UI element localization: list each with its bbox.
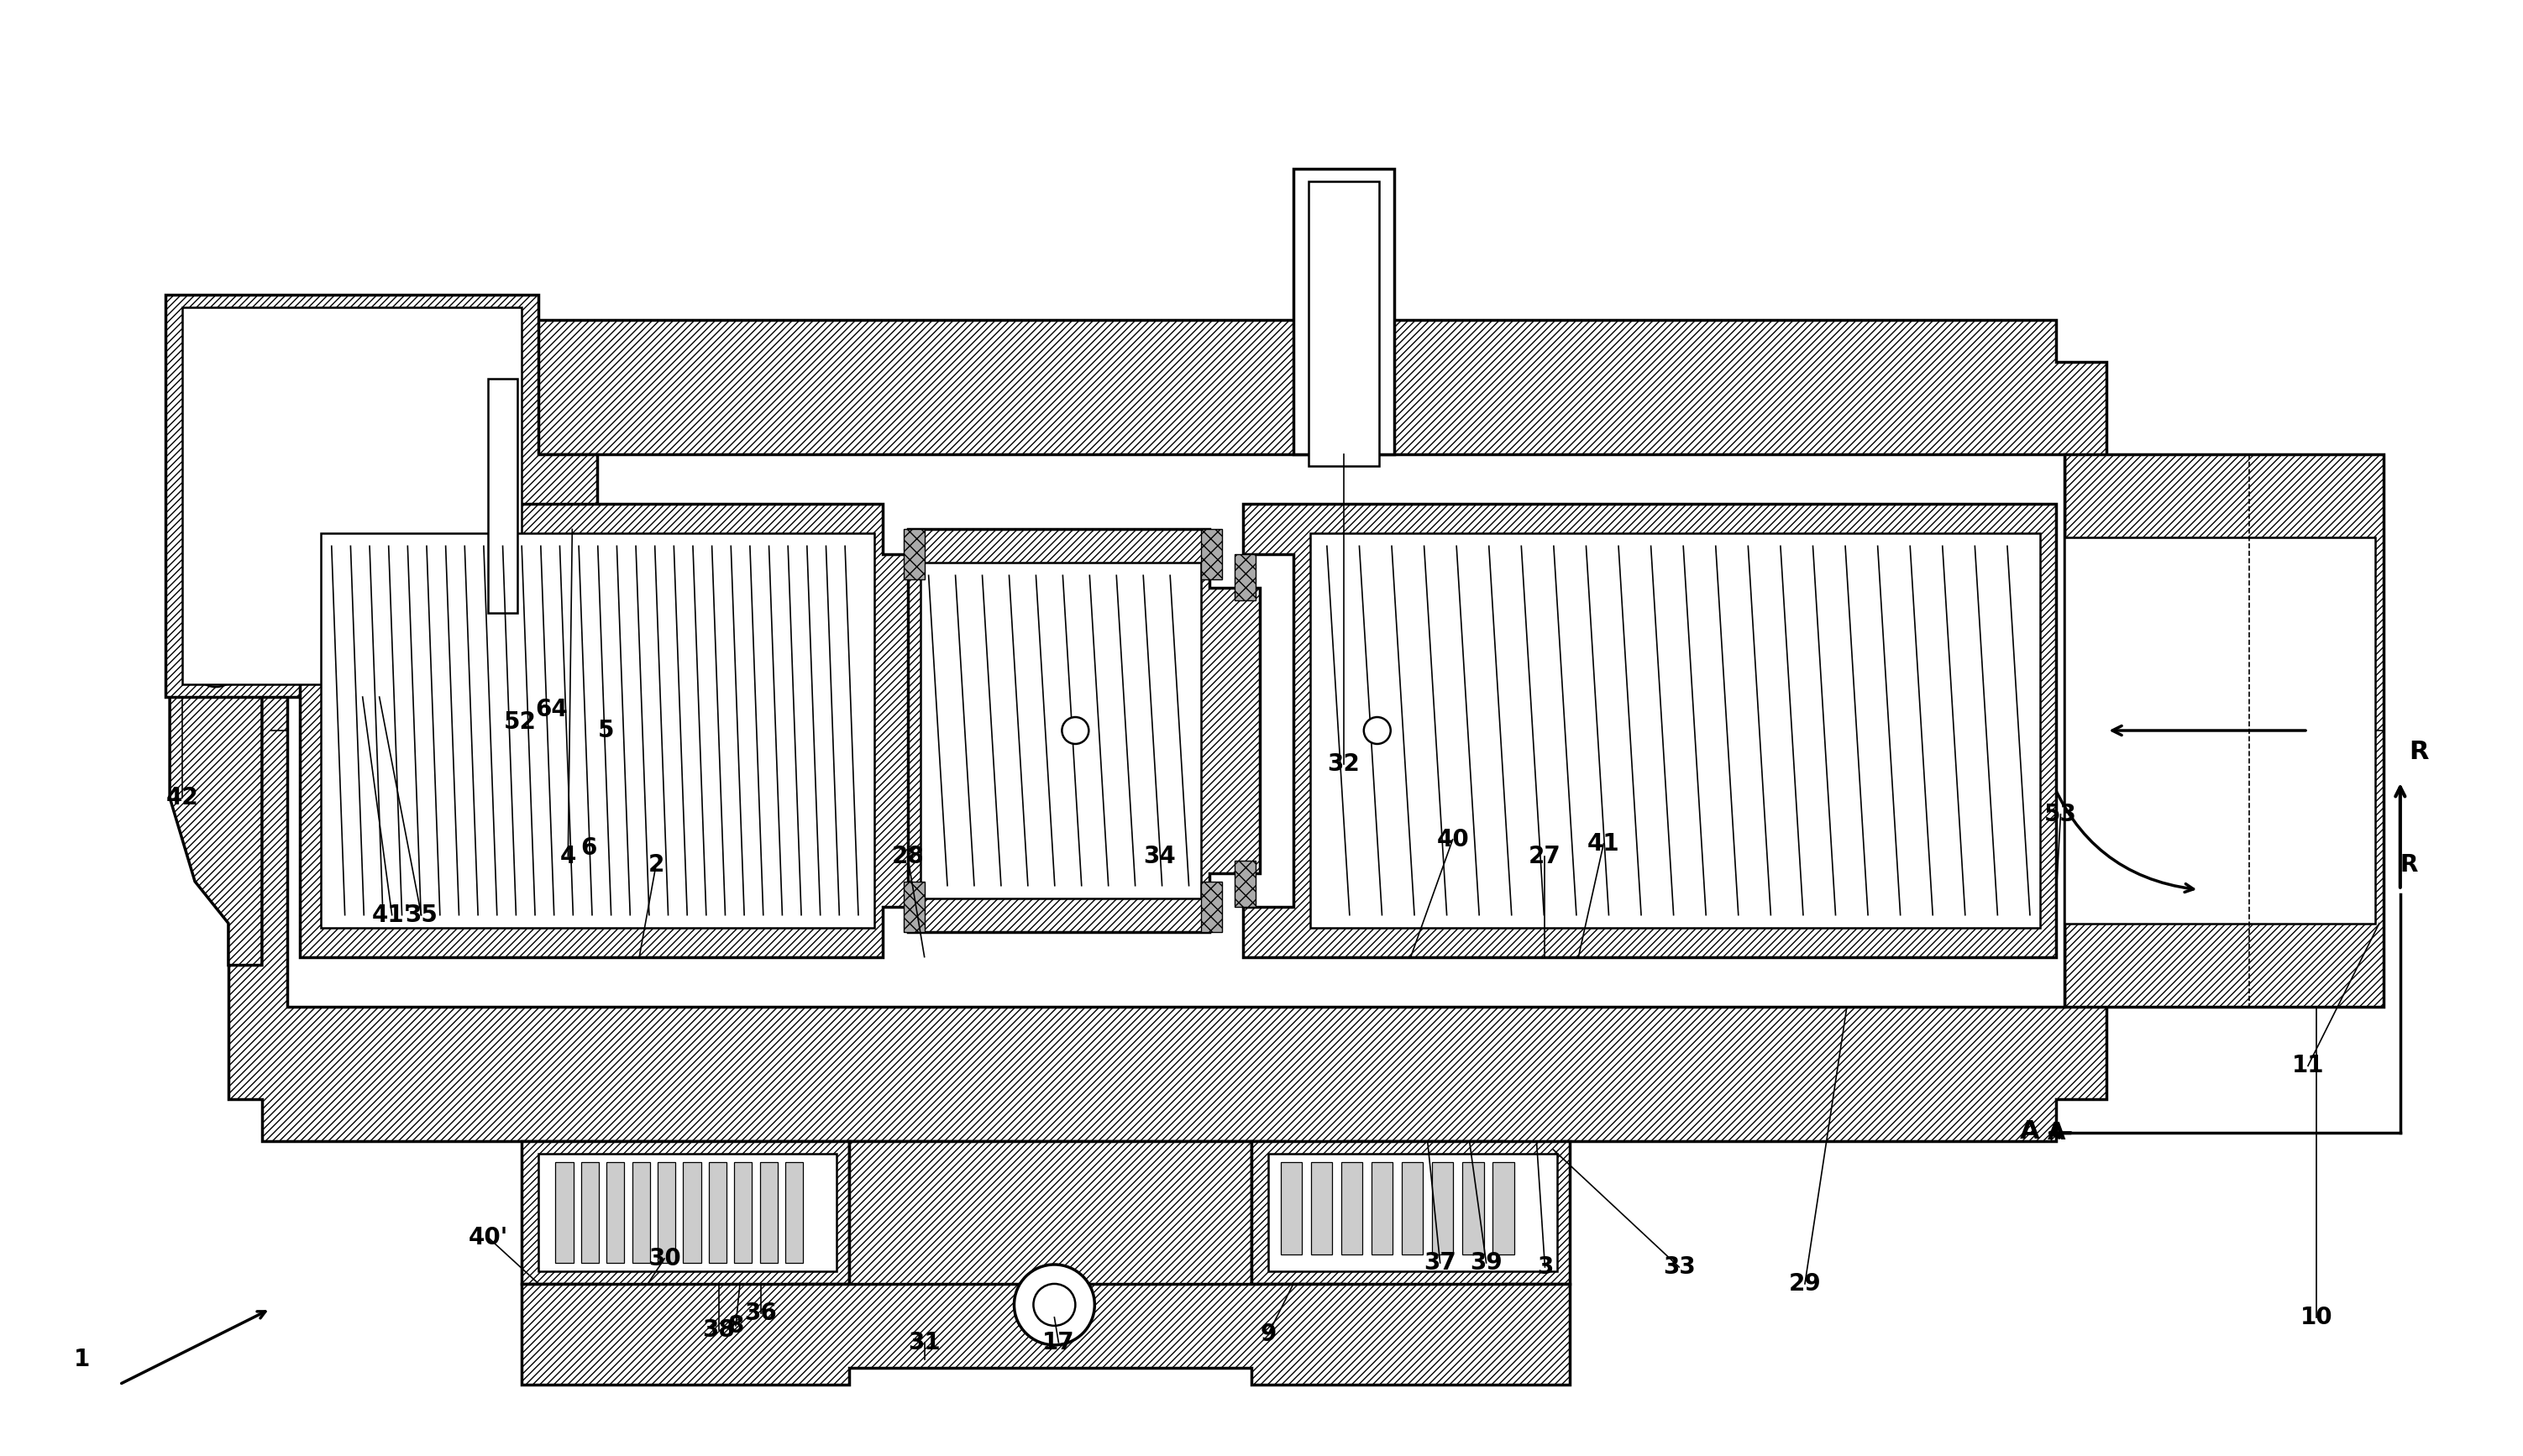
Text: 39: 39 [1471,1251,1504,1274]
Circle shape [1062,718,1090,744]
Bar [1373,1162,1393,1255]
Text: 4: 4 [560,844,575,868]
Circle shape [1014,1264,1095,1345]
Text: 41': 41' [373,903,411,926]
Bar [1234,860,1256,907]
Polygon shape [908,530,1259,932]
Polygon shape [300,504,923,957]
Text: 31: 31 [908,1331,941,1354]
Bar [1463,1162,1484,1255]
Bar [580,1162,598,1262]
Text: 34: 34 [1143,844,1176,868]
Text: 33: 33 [1663,1255,1695,1278]
Text: 38: 38 [704,1318,734,1341]
Text: 53: 53 [2044,802,2076,826]
Text: A: A [2046,1121,2066,1144]
Bar [1201,881,1221,932]
Polygon shape [540,1153,835,1271]
Text: 52: 52 [505,711,537,734]
Bar [489,379,517,613]
Text: 30: 30 [648,1246,681,1271]
Polygon shape [320,533,873,927]
Bar [633,1162,651,1262]
Text: 35: 35 [406,903,436,926]
Polygon shape [182,307,522,684]
Polygon shape [1309,182,1380,466]
Bar [759,1162,777,1262]
Text: 1: 1 [73,1347,91,1372]
Polygon shape [230,320,2165,1191]
Polygon shape [522,1142,848,1342]
Circle shape [1365,718,1390,744]
Bar [785,1162,802,1262]
Text: 40': 40' [469,1226,507,1249]
Text: 37: 37 [1423,1251,1456,1274]
Bar [1234,555,1256,600]
Text: 28: 28 [891,844,923,868]
Polygon shape [169,470,262,965]
Bar [709,1162,727,1262]
Circle shape [1034,1284,1075,1326]
Text: 9: 9 [1259,1322,1277,1345]
Text: A: A [2021,1120,2039,1143]
Text: 11: 11 [2291,1054,2324,1077]
Bar [1494,1162,1514,1255]
Polygon shape [288,454,2064,1008]
Polygon shape [1251,1142,1569,1334]
Bar [555,1162,573,1262]
Text: 41: 41 [1587,831,1620,856]
Text: R: R [2409,740,2427,764]
Bar [1282,1162,1302,1255]
Bar [1201,530,1221,579]
Bar [903,530,923,579]
Text: 42: 42 [167,786,199,810]
Bar [734,1162,752,1262]
Bar [606,1162,623,1262]
Polygon shape [2064,454,2384,1008]
Text: 40: 40 [1436,828,1468,852]
Text: 32: 32 [1327,753,1360,776]
Text: 5: 5 [598,719,613,743]
Text: 2: 2 [648,853,664,877]
Polygon shape [167,294,598,697]
Polygon shape [1269,1153,1557,1271]
Polygon shape [1309,533,2039,927]
Text: 3: 3 [1537,1255,1554,1278]
Bar [1312,1162,1332,1255]
Text: 27: 27 [1529,844,1562,868]
Bar [1342,1162,1362,1255]
Text: 36: 36 [744,1302,777,1325]
Text: 6: 6 [580,836,598,859]
Text: 17: 17 [1042,1331,1075,1354]
Bar [1403,1162,1423,1255]
Text: 10: 10 [2301,1306,2334,1329]
Polygon shape [522,1284,1569,1385]
Text: R: R [2399,853,2417,877]
Bar [903,881,923,932]
Text: 29: 29 [1789,1273,1822,1296]
Polygon shape [1244,504,2056,957]
Polygon shape [848,1142,1251,1360]
Bar [684,1162,701,1262]
Circle shape [192,641,240,687]
Polygon shape [921,563,1201,898]
Polygon shape [2064,537,2374,923]
Polygon shape [1294,169,1395,454]
Text: 8: 8 [727,1313,744,1338]
Text: 64: 64 [535,697,568,721]
Bar [1433,1162,1453,1255]
Bar [659,1162,676,1262]
